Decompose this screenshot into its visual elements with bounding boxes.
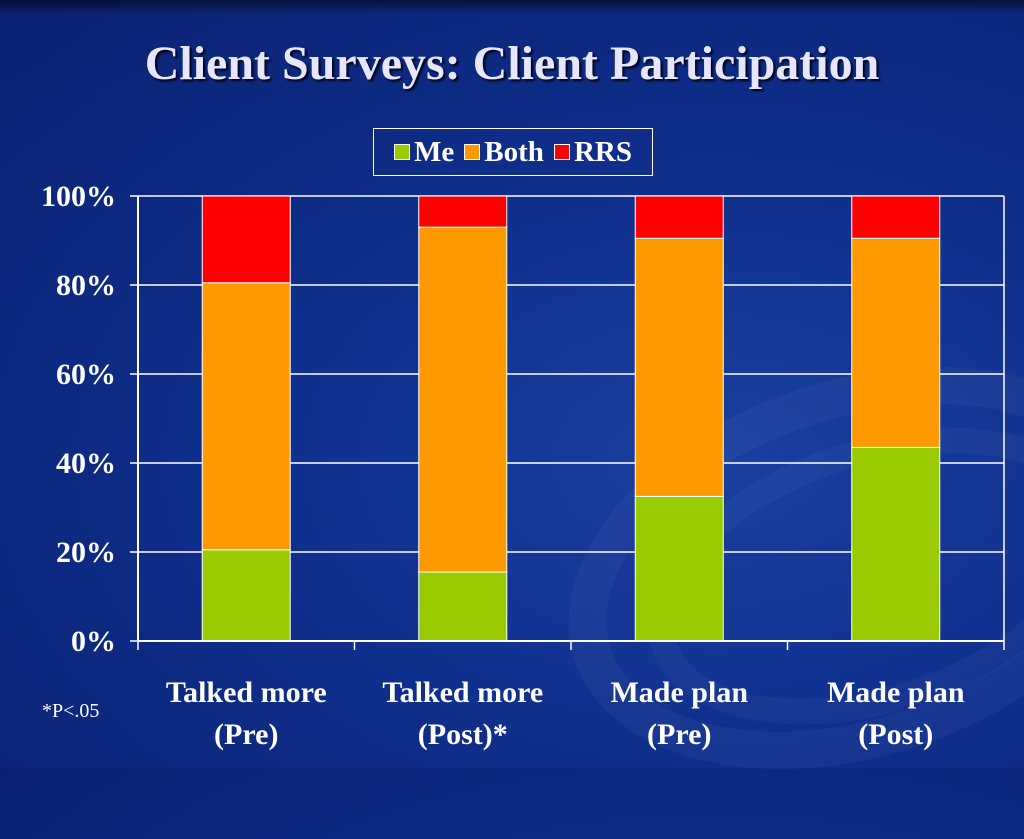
bar-segment-me <box>851 446 941 642</box>
y-tick-label: 40% <box>56 447 116 480</box>
x-tick-label: Talked more <box>382 676 543 709</box>
legend-item-rrs: RRS <box>553 135 632 169</box>
legend-swatch-both <box>464 144 481 160</box>
bar-segment-me <box>634 495 724 642</box>
bar-segment-rrs <box>634 195 724 239</box>
x-tick-label: (Post)* <box>418 718 508 751</box>
top-shadow-band <box>0 0 1024 14</box>
x-tick-label: (Pre) <box>214 718 278 751</box>
legend-label-me: Me <box>414 135 455 168</box>
stacked-bar-chart: 0% 20% 40% 60% 80% 100% Talked more (Pre) Talked… <box>41 180 965 751</box>
y-tick-label: 80% <box>56 269 116 302</box>
chart-legend: Me Both RRS <box>373 128 653 176</box>
bar-segment-both <box>201 282 291 551</box>
significance-footnote: *P<.05 <box>42 700 100 722</box>
bar-segment-rrs <box>418 195 508 228</box>
bar-segment-both <box>634 237 724 497</box>
x-tick-label: Talked more <box>166 676 327 709</box>
bar-segment-rrs <box>851 195 941 239</box>
x-tick-label: Made plan <box>827 676 965 709</box>
bar-segment-both <box>851 237 941 448</box>
x-tick-label: Made plan <box>610 676 748 709</box>
y-tick-label: 20% <box>56 536 116 569</box>
bar-segment-me <box>201 549 291 642</box>
y-tick-label: 0% <box>71 625 116 658</box>
x-tick-label: (Post) <box>858 718 933 751</box>
legend-label-both: Both <box>484 135 544 168</box>
bar-segment-rrs <box>201 195 291 284</box>
bar-segment-both <box>418 226 508 573</box>
y-tick-label: 60% <box>56 358 116 391</box>
y-tick-label: 100% <box>41 180 116 213</box>
slide-title: Client Surveys: Client Participation <box>144 37 880 90</box>
legend-swatch-rrs <box>553 144 570 160</box>
legend-item-both: Both <box>464 136 544 169</box>
bar-segment-me <box>418 571 508 642</box>
x-tick-label: (Pre) <box>647 718 711 751</box>
legend-item-me: Me <box>394 136 454 169</box>
legend-swatch-me <box>394 144 411 160</box>
legend-label-rrs: RRS <box>573 135 632 168</box>
